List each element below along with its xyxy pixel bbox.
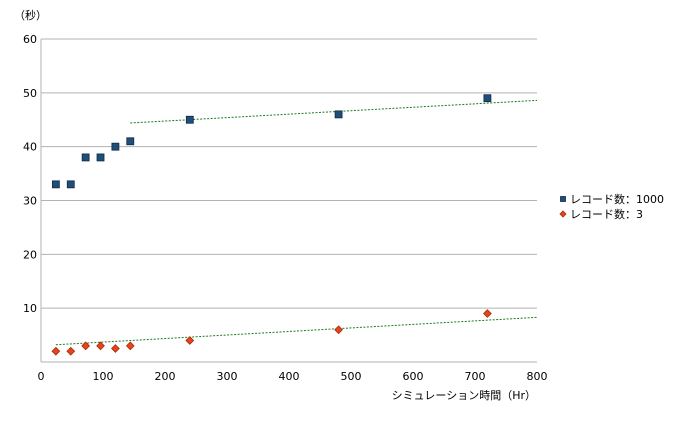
trendline-series-1: [55, 316, 538, 346]
data-point-square: [126, 137, 135, 146]
data-point-square: [96, 153, 105, 162]
y-axis-title: （秒）: [14, 8, 47, 22]
data-point-diamond: [483, 309, 492, 318]
data-point-diamond: [125, 341, 135, 351]
x-tick-label: 0: [38, 370, 45, 383]
x-tick-label: 600: [403, 370, 424, 383]
legend-label-1000: レコード数：1000: [570, 193, 664, 206]
grid-lines: [41, 38, 537, 309]
legend-marker-3: [559, 210, 567, 218]
x-tick-label: 400: [279, 370, 300, 383]
data-point-square: [334, 110, 343, 119]
legend: レコード数：1000 レコード数：3: [559, 193, 664, 221]
data-point-square: [81, 153, 90, 162]
x-tick-label: 800: [527, 370, 548, 383]
x-tick-label: 100: [93, 370, 114, 383]
y-tick-label: 60: [23, 33, 37, 46]
data-point-square: [185, 115, 194, 124]
x-axis-title: シミュレーション時間（Hr）: [392, 389, 536, 402]
x-tick-label: 500: [341, 370, 362, 383]
x-tick-label: 700: [465, 370, 486, 383]
data-point-diamond: [111, 344, 120, 353]
data-point-square: [66, 180, 75, 189]
axes: [40, 39, 537, 363]
data-point-square: [483, 94, 492, 103]
data-point-diamond: [51, 346, 61, 356]
data-point-diamond: [334, 325, 343, 335]
y-tick-label: 10: [23, 302, 37, 315]
legend-marker-1000: [560, 196, 566, 202]
y-tick-label: 20: [23, 248, 37, 261]
data-point-square: [51, 180, 60, 189]
y-tick-label: 50: [23, 87, 37, 100]
y-tick-label: 40: [23, 141, 37, 154]
data-point-diamond: [96, 341, 105, 351]
data-point-diamond: [66, 346, 76, 356]
x-tick-label: 300: [217, 370, 238, 383]
y-tick-label: 30: [23, 195, 37, 208]
data-point-square: [111, 142, 120, 151]
trendlines: [55, 99, 538, 346]
x-tick-label: 200: [155, 370, 176, 383]
data-points: [51, 94, 492, 356]
data-point-diamond: [81, 341, 91, 351]
trendline-series-0: [130, 99, 538, 124]
legend-label-3: レコード数：3: [570, 208, 643, 221]
data-point-diamond: [185, 336, 195, 345]
